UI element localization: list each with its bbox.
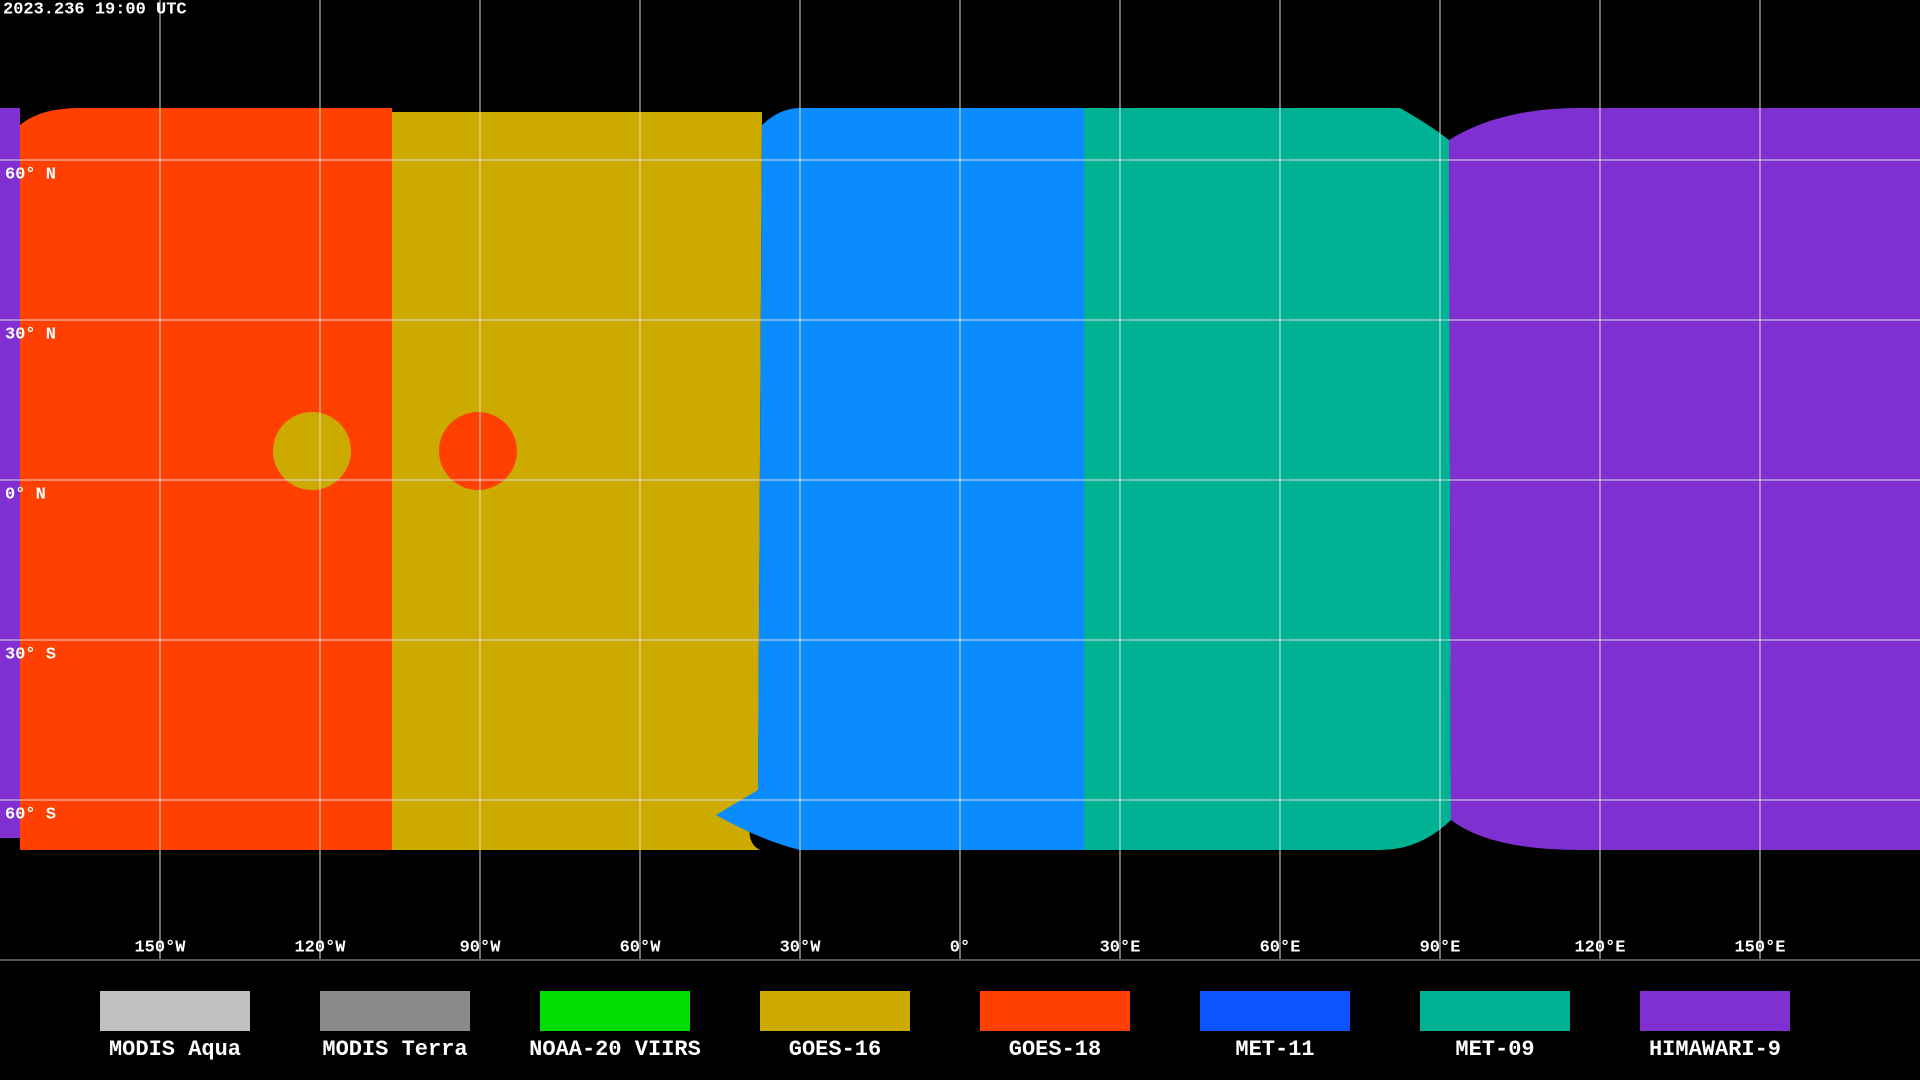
legend-label: HIMAWARI-9 [1649, 1037, 1781, 1062]
lat-label: 30° N [5, 325, 56, 344]
legend-label: MODIS Aqua [109, 1037, 241, 1062]
legend: MODIS Aqua MODIS Terra NOAA-20 VIIRS GOES-1… [100, 991, 1790, 1062]
legend-label: MODIS Terra [322, 1037, 467, 1062]
lat-label: 60° S [5, 805, 56, 824]
lon-label: 60°W [620, 938, 662, 957]
legend-swatch [100, 991, 250, 1031]
legend-label: MET-09 [1455, 1037, 1534, 1062]
lon-label: 60°E [1260, 938, 1301, 957]
timestamp: 2023.236 19:00 UTC [3, 0, 187, 19]
legend-swatch [1420, 991, 1570, 1031]
legend-label: MET-11 [1235, 1037, 1314, 1062]
lon-label: 120°E [1574, 938, 1625, 957]
coverage-himawari-west [0, 108, 20, 838]
legend-swatch [1200, 991, 1350, 1031]
lon-label: 0° [950, 938, 970, 957]
lon-label: 150°W [134, 938, 186, 957]
legend-label: GOES-16 [789, 1037, 881, 1062]
lat-label: 60° N [5, 165, 56, 184]
lon-label: 120°W [294, 938, 346, 957]
graticule: 150°W 120°W 90°W 60°W 30°W 0° 30°E 60°E 90°E 120°… [0, 0, 1920, 960]
legend-swatch [540, 991, 690, 1031]
legend-swatch [760, 991, 910, 1031]
coverage-goes-18-spot [439, 412, 517, 490]
legend-swatch [320, 991, 470, 1031]
coverage-goes-16-spot [273, 412, 351, 490]
lon-label: 90°W [460, 938, 502, 957]
lon-label: 30°W [780, 938, 822, 957]
coverage [0, 108, 1920, 850]
coverage-himawari-9 [1449, 108, 1920, 850]
coverage-met-09 [1084, 108, 1451, 850]
lon-label: 150°E [1734, 938, 1785, 957]
legend-label: GOES-18 [1009, 1037, 1101, 1062]
lat-label: 0° N [5, 485, 46, 504]
legend-label: NOAA-20 VIIRS [529, 1037, 701, 1062]
lat-label: 30° S [5, 645, 56, 664]
legend-background [0, 961, 1920, 1080]
coverage-met-11 [716, 108, 1084, 850]
legend-swatch [980, 991, 1130, 1031]
coverage-goes-16 [392, 112, 762, 850]
coverage-goes-18 [20, 108, 392, 850]
lon-label: 30°E [1100, 938, 1141, 957]
lon-label: 90°E [1420, 938, 1461, 957]
legend-swatch [1640, 991, 1790, 1031]
